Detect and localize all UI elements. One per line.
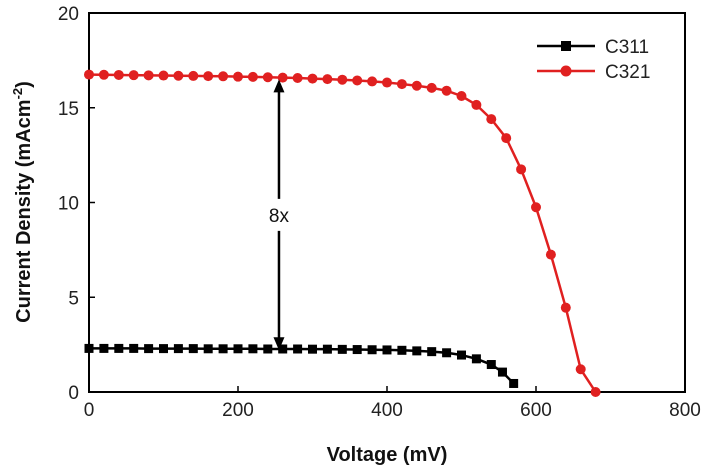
arrowhead-up-icon [273, 79, 285, 93]
data-point-c311 [114, 343, 124, 353]
data-point-c311 [412, 346, 422, 356]
plot-frame [88, 12, 686, 393]
data-point-c321 [233, 71, 243, 82]
y-axis-title-close: ) [13, 81, 35, 88]
legend: C311 C321 [537, 37, 650, 83]
data-point-c311 [293, 344, 303, 354]
data-point-c311 [308, 344, 317, 354]
data-point-c321 [575, 364, 586, 375]
data-point-c321 [396, 79, 407, 90]
data-point-c321 [203, 71, 214, 82]
data-point-c321 [262, 72, 273, 83]
data-point-c321 [516, 164, 527, 175]
x-tick-label: 600 [520, 400, 552, 421]
series-layer [84, 69, 601, 397]
data-point-c321 [590, 387, 601, 397]
legend-item-c311: C311 [537, 37, 649, 58]
data-point-c311 [457, 350, 466, 360]
data-point-c311 [173, 344, 183, 354]
axis-ticks: 0 200 400 600 800 0 5 10 15 20 [58, 4, 701, 421]
data-point-c321 [426, 82, 437, 93]
data-point-c321 [471, 99, 482, 110]
data-point-c311 [129, 343, 139, 353]
data-point-c311 [367, 345, 377, 355]
data-point-c311 [397, 345, 407, 355]
data-point-c311 [84, 343, 94, 353]
data-point-c321 [501, 133, 512, 144]
x-tick-label: 200 [222, 400, 254, 421]
data-point-c311 [442, 348, 452, 358]
data-point-c321 [247, 71, 258, 82]
data-point-c311 [233, 344, 243, 354]
data-point-c311 [248, 344, 258, 354]
x-axis-title: Voltage (mV) [327, 444, 448, 466]
data-point-c321 [158, 70, 169, 81]
data-point-c311 [382, 345, 392, 355]
circle-marker-icon [560, 65, 572, 77]
y-tick-label: 15 [58, 99, 79, 120]
data-point-c321 [322, 74, 333, 85]
data-point-c311 [352, 345, 362, 355]
data-point-c321 [173, 70, 184, 81]
data-point-c321 [545, 249, 556, 260]
data-point-c311 [159, 344, 168, 354]
data-point-c311 [188, 344, 198, 354]
y-tick-label: 0 [68, 383, 79, 404]
data-point-c321 [456, 91, 467, 102]
data-point-c311 [203, 344, 213, 354]
data-point-c311 [427, 347, 437, 357]
data-point-c321 [277, 72, 288, 83]
data-point-c311 [337, 344, 347, 354]
data-point-c311 [497, 367, 507, 377]
y-axis-title: Current Density (mAcm-2) [10, 81, 35, 323]
y-tick-label: 10 [58, 194, 79, 215]
data-point-c321 [337, 74, 348, 85]
y-axis-title-superscript: -2 [10, 88, 25, 100]
data-point-c311 [509, 378, 519, 388]
square-marker-icon [561, 41, 571, 51]
annotation: 8x [269, 79, 290, 351]
data-point-c321 [84, 69, 94, 80]
y-axis-title-main: Current Density (mAcm [13, 99, 35, 322]
data-point-c311 [263, 344, 273, 354]
data-point-c321 [560, 302, 571, 313]
data-point-c321 [352, 75, 363, 86]
data-point-c311 [144, 344, 154, 354]
legend-label-c311: C311 [605, 37, 649, 58]
x-tick-label: 800 [669, 400, 701, 421]
data-point-c311 [278, 344, 288, 354]
data-point-c321 [98, 69, 109, 80]
data-point-c321 [367, 76, 378, 87]
annotation-label: 8x [269, 206, 290, 227]
x-tick-label: 0 [84, 400, 95, 421]
data-point-c321 [307, 73, 318, 84]
data-point-c311 [471, 354, 481, 364]
data-point-c311 [486, 360, 496, 370]
y-tick-label: 5 [68, 288, 79, 309]
x-tick-label: 400 [371, 400, 403, 421]
data-point-c321 [411, 80, 422, 91]
data-point-c321 [143, 70, 154, 81]
data-point-c321 [292, 72, 303, 83]
plot-area [88, 12, 686, 393]
data-point-c321 [441, 85, 452, 96]
y-tick-label: 20 [58, 4, 79, 25]
data-point-c311 [99, 343, 109, 353]
data-point-c321 [188, 70, 199, 81]
legend-label-c321: C321 [605, 62, 650, 83]
arrowhead-down-icon [273, 337, 285, 351]
data-point-c321 [382, 77, 392, 88]
legend-item-c321: C321 [537, 62, 650, 83]
data-point-c321 [113, 69, 124, 80]
data-point-c321 [531, 202, 541, 213]
data-point-c311 [218, 344, 228, 354]
data-point-c321 [486, 114, 497, 125]
data-point-c321 [218, 71, 229, 82]
data-point-c321 [128, 70, 139, 81]
data-point-c311 [322, 344, 332, 354]
